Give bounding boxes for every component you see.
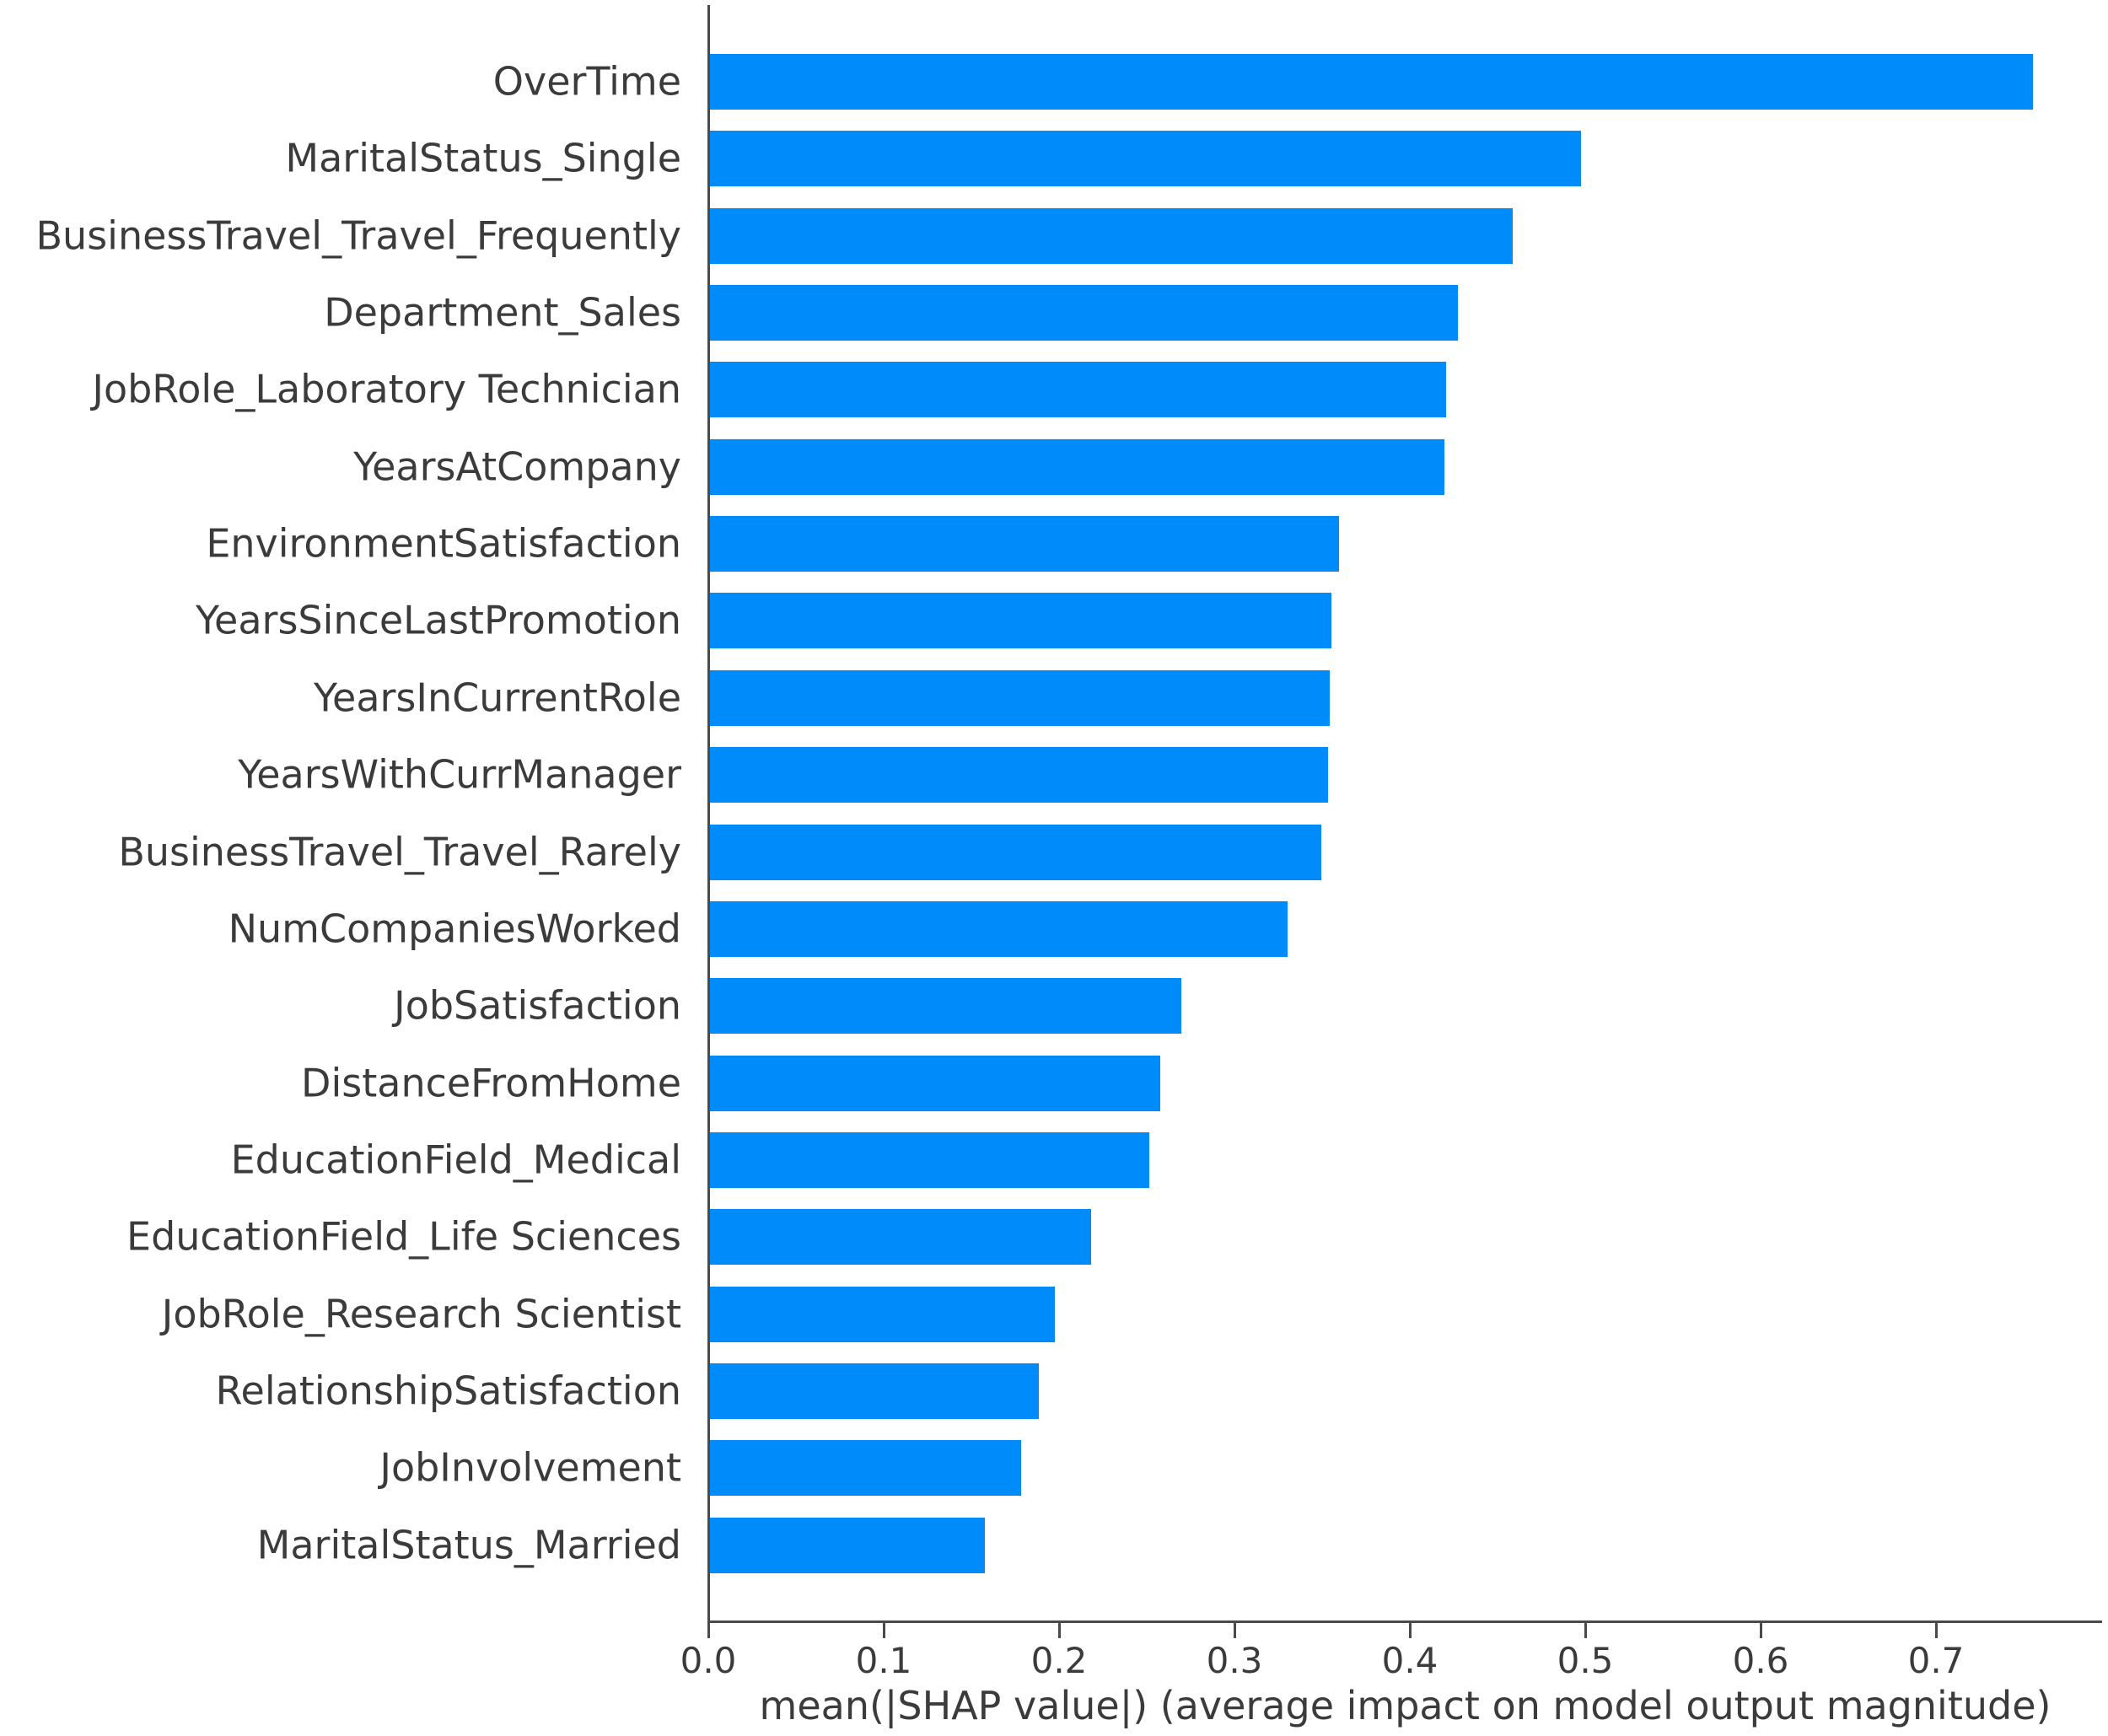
x-axis-line xyxy=(707,1620,2102,1623)
x-tick-label: 0.5 xyxy=(1557,1640,1614,1681)
x-tick-mark xyxy=(1408,1622,1412,1638)
shap-bar-numcompaniesworked xyxy=(709,900,1288,957)
shap-bar-businesstravel-travel-frequently xyxy=(709,207,1513,264)
x-tick-mark xyxy=(1584,1622,1587,1638)
shap-bar-maritalstatus-single xyxy=(709,131,1581,187)
ytick-label: EnvironmentSatisfaction xyxy=(206,520,681,567)
ytick-label: BusinessTravel_Travel_Rarely xyxy=(118,829,681,875)
x-tick-label: 0.2 xyxy=(1030,1640,1088,1681)
ytick-label: BusinessTravel_Travel_Frequently xyxy=(35,212,682,259)
ytick-label: YearsAtCompany xyxy=(353,443,681,490)
ytick-label: YearsSinceLastPromotion xyxy=(196,598,681,644)
shap-bar-maritalstatus-married xyxy=(709,1517,985,1573)
shap-bar-educationfield-medical xyxy=(709,1131,1150,1188)
x-tick-label: 0.1 xyxy=(855,1640,912,1681)
ytick-label: JobRole_Research Scientist xyxy=(161,1291,681,1337)
ytick-label: OverTime xyxy=(492,58,681,105)
x-tick-label: 0.6 xyxy=(1732,1640,1789,1681)
x-tick-label: 0.4 xyxy=(1381,1640,1438,1681)
x-axis-title: mean(|SHAP value|) (average impact on mo… xyxy=(759,1683,2052,1728)
ytick-label: JobInvolvement xyxy=(379,1445,681,1491)
ytick-label: YearsInCurrentRole xyxy=(314,675,681,721)
shap-bar-environmentsatisfaction xyxy=(709,516,1339,572)
ytick-label: JobSatisfaction xyxy=(394,982,681,1029)
shap-bar-yearssincelastpromotion xyxy=(709,593,1332,649)
x-tick-mark xyxy=(1934,1622,1938,1638)
x-tick-mark xyxy=(1759,1622,1762,1638)
shap-bar-educationfield-life-sciences xyxy=(709,1209,1092,1266)
shap-bar-distancefromhome xyxy=(709,1055,1160,1111)
shap-bar-overtime xyxy=(709,54,2034,110)
ytick-label: MaritalStatus_Married xyxy=(256,1522,681,1568)
ytick-label: MaritalStatus_Single xyxy=(285,136,681,182)
x-tick-mark xyxy=(1233,1622,1236,1638)
shap-bar-yearsatcompany xyxy=(709,438,1444,495)
shap-bar-jobsatisfaction xyxy=(709,978,1181,1035)
x-tick-label: 0.7 xyxy=(1907,1640,1965,1681)
ytick-label: JobRole_Laboratory Technician xyxy=(92,367,681,413)
x-tick-label: 0.0 xyxy=(680,1640,737,1681)
shap-bar-yearswithcurrmanager xyxy=(709,747,1329,804)
shap-bar-relationshipsatisfaction xyxy=(709,1362,1040,1419)
shap-bar-jobinvolvement xyxy=(709,1440,1022,1497)
shap-bar-businesstravel-travel-rarely xyxy=(709,824,1321,880)
x-tick-mark xyxy=(1057,1622,1061,1638)
ytick-label: Department_Sales xyxy=(324,289,681,336)
shap-bar-jobrole-laboratory-technician xyxy=(709,362,1446,418)
ytick-label: EducationField_Medical xyxy=(230,1137,681,1183)
ytick-label: NumCompaniesWorked xyxy=(228,906,681,952)
ytick-label: RelationshipSatisfaction xyxy=(215,1368,681,1414)
ytick-label: DistanceFromHome xyxy=(301,1060,681,1106)
ytick-label: YearsWithCurrManager xyxy=(238,751,681,798)
x-tick-label: 0.3 xyxy=(1206,1640,1263,1681)
shap-bar-jobrole-research-scientist xyxy=(709,1286,1055,1342)
x-tick-mark xyxy=(882,1622,885,1638)
shap-bar-yearsincurrentrole xyxy=(709,669,1331,726)
shap-bar-department-sales xyxy=(709,285,1459,341)
x-tick-mark xyxy=(707,1622,710,1638)
ytick-label: EducationField_Life Sciences xyxy=(126,1213,681,1260)
y-axis-line xyxy=(707,5,710,1621)
